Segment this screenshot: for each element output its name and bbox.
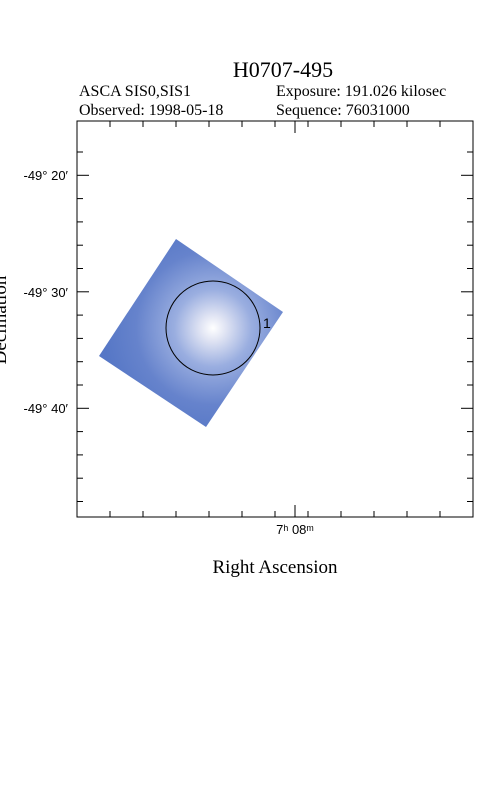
x-tick-label: 7ʰ 08ᵐ: [276, 522, 314, 537]
exposure: Exposure: 191.026 kilosec: [276, 83, 446, 100]
y-tick-label: -49° 40′: [24, 401, 69, 416]
sequence: Sequence: 76031000: [276, 102, 410, 119]
x-axis-label: Right Ascension: [212, 557, 338, 578]
instrument: ASCA SIS0,SIS1: [79, 83, 191, 100]
y-tick-label: -49° 20′: [24, 168, 69, 183]
observed: Observed: 1998-05-18: [79, 102, 223, 119]
y-tick-label: -49° 30′: [24, 285, 69, 300]
source-region: [165, 280, 261, 376]
y-axis-label: Declination: [0, 275, 11, 364]
tick-marks: [77, 121, 473, 517]
region-label: 1: [263, 315, 271, 331]
exposure-image: [99, 239, 283, 427]
title: H0707-495: [233, 57, 333, 82]
